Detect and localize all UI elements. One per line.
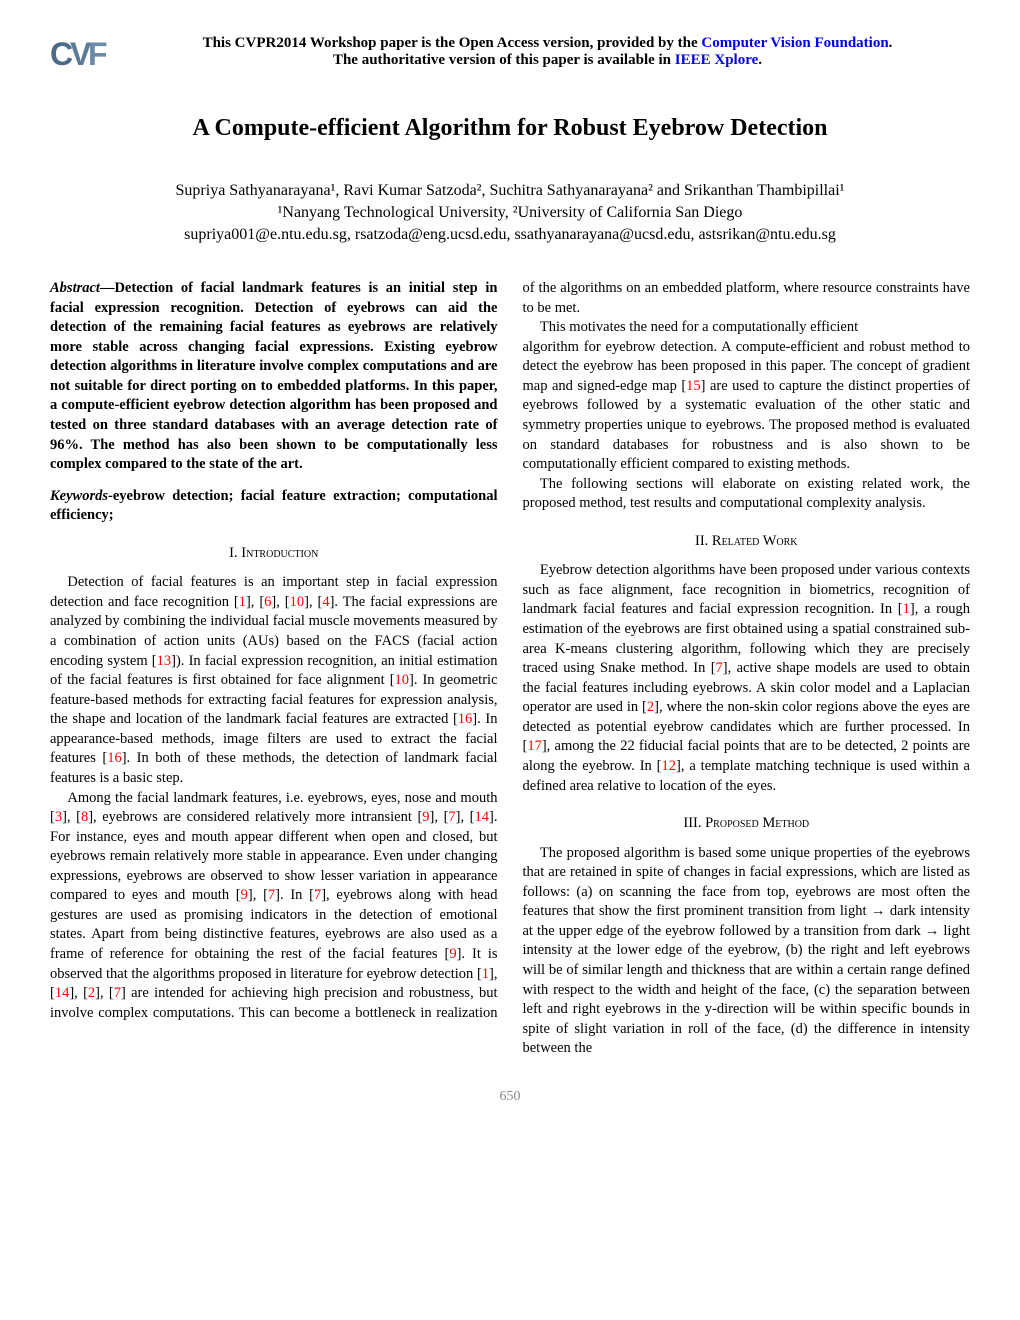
svg-text:F: F: [88, 36, 108, 72]
col2-continuation: algorithm for eyebrow detection. A compu…: [523, 338, 971, 475]
abstract-text: —Detection of facial landmark features i…: [50, 280, 498, 472]
banner-line2-pre: The authoritative version of this paper …: [333, 52, 675, 68]
section-proposed-heading: III. Proposed Method: [523, 814, 971, 834]
section-intro-heading: I. Introduction: [50, 544, 498, 564]
banner-link-cvf[interactable]: Computer Vision Foundation: [701, 35, 888, 51]
proposed-p1: The proposed algorithm is based some uni…: [523, 844, 971, 1059]
banner-link-ieee[interactable]: IEEE Xplore: [675, 52, 759, 68]
section-related-heading: II. Related Work: [523, 532, 971, 552]
banner-line1-pre: This CVPR2014 Workshop paper is the Open…: [203, 35, 702, 51]
paper-title: A Compute-efficient Algorithm for Robust…: [50, 115, 970, 142]
page: C V F This CVPR2014 Workshop paper is th…: [0, 0, 1020, 1145]
affiliations: ¹Nanyang Technological University, ²Univ…: [50, 204, 970, 222]
page-number: 650: [50, 1089, 970, 1105]
keywords: Keywords-eyebrow detection; facial featu…: [50, 487, 498, 526]
banner-line2-post: .: [758, 52, 762, 68]
banner-line1-post: .: [889, 35, 893, 51]
intro-p1: Detection of facial features is an impor…: [50, 573, 498, 788]
keywords-label: Keywords: [50, 488, 108, 504]
authors: Supriya Sathyanarayana¹, Ravi Kumar Satz…: [50, 182, 970, 200]
header-banner: C V F This CVPR2014 Workshop paper is th…: [50, 30, 970, 80]
banner-text: This CVPR2014 Workshop paper is the Open…: [125, 30, 970, 69]
abstract: Abstract—Detection of facial landmark fe…: [50, 279, 498, 475]
keywords-text: -eyebrow detection; facial feature extra…: [50, 488, 498, 524]
abstract-label: Abstract: [50, 280, 100, 296]
emails: supriya001@e.ntu.edu.sg, rsatzoda@eng.uc…: [50, 226, 970, 244]
intro-p3: This motivates the need for a computatio…: [523, 318, 971, 338]
cvf-logo: C V F: [50, 30, 110, 80]
col2-p2: The following sections will elaborate on…: [523, 475, 971, 514]
body-columns: Abstract—Detection of facial landmark fe…: [50, 279, 970, 1059]
related-p1: Eyebrow detection algorithms have been p…: [523, 561, 971, 796]
